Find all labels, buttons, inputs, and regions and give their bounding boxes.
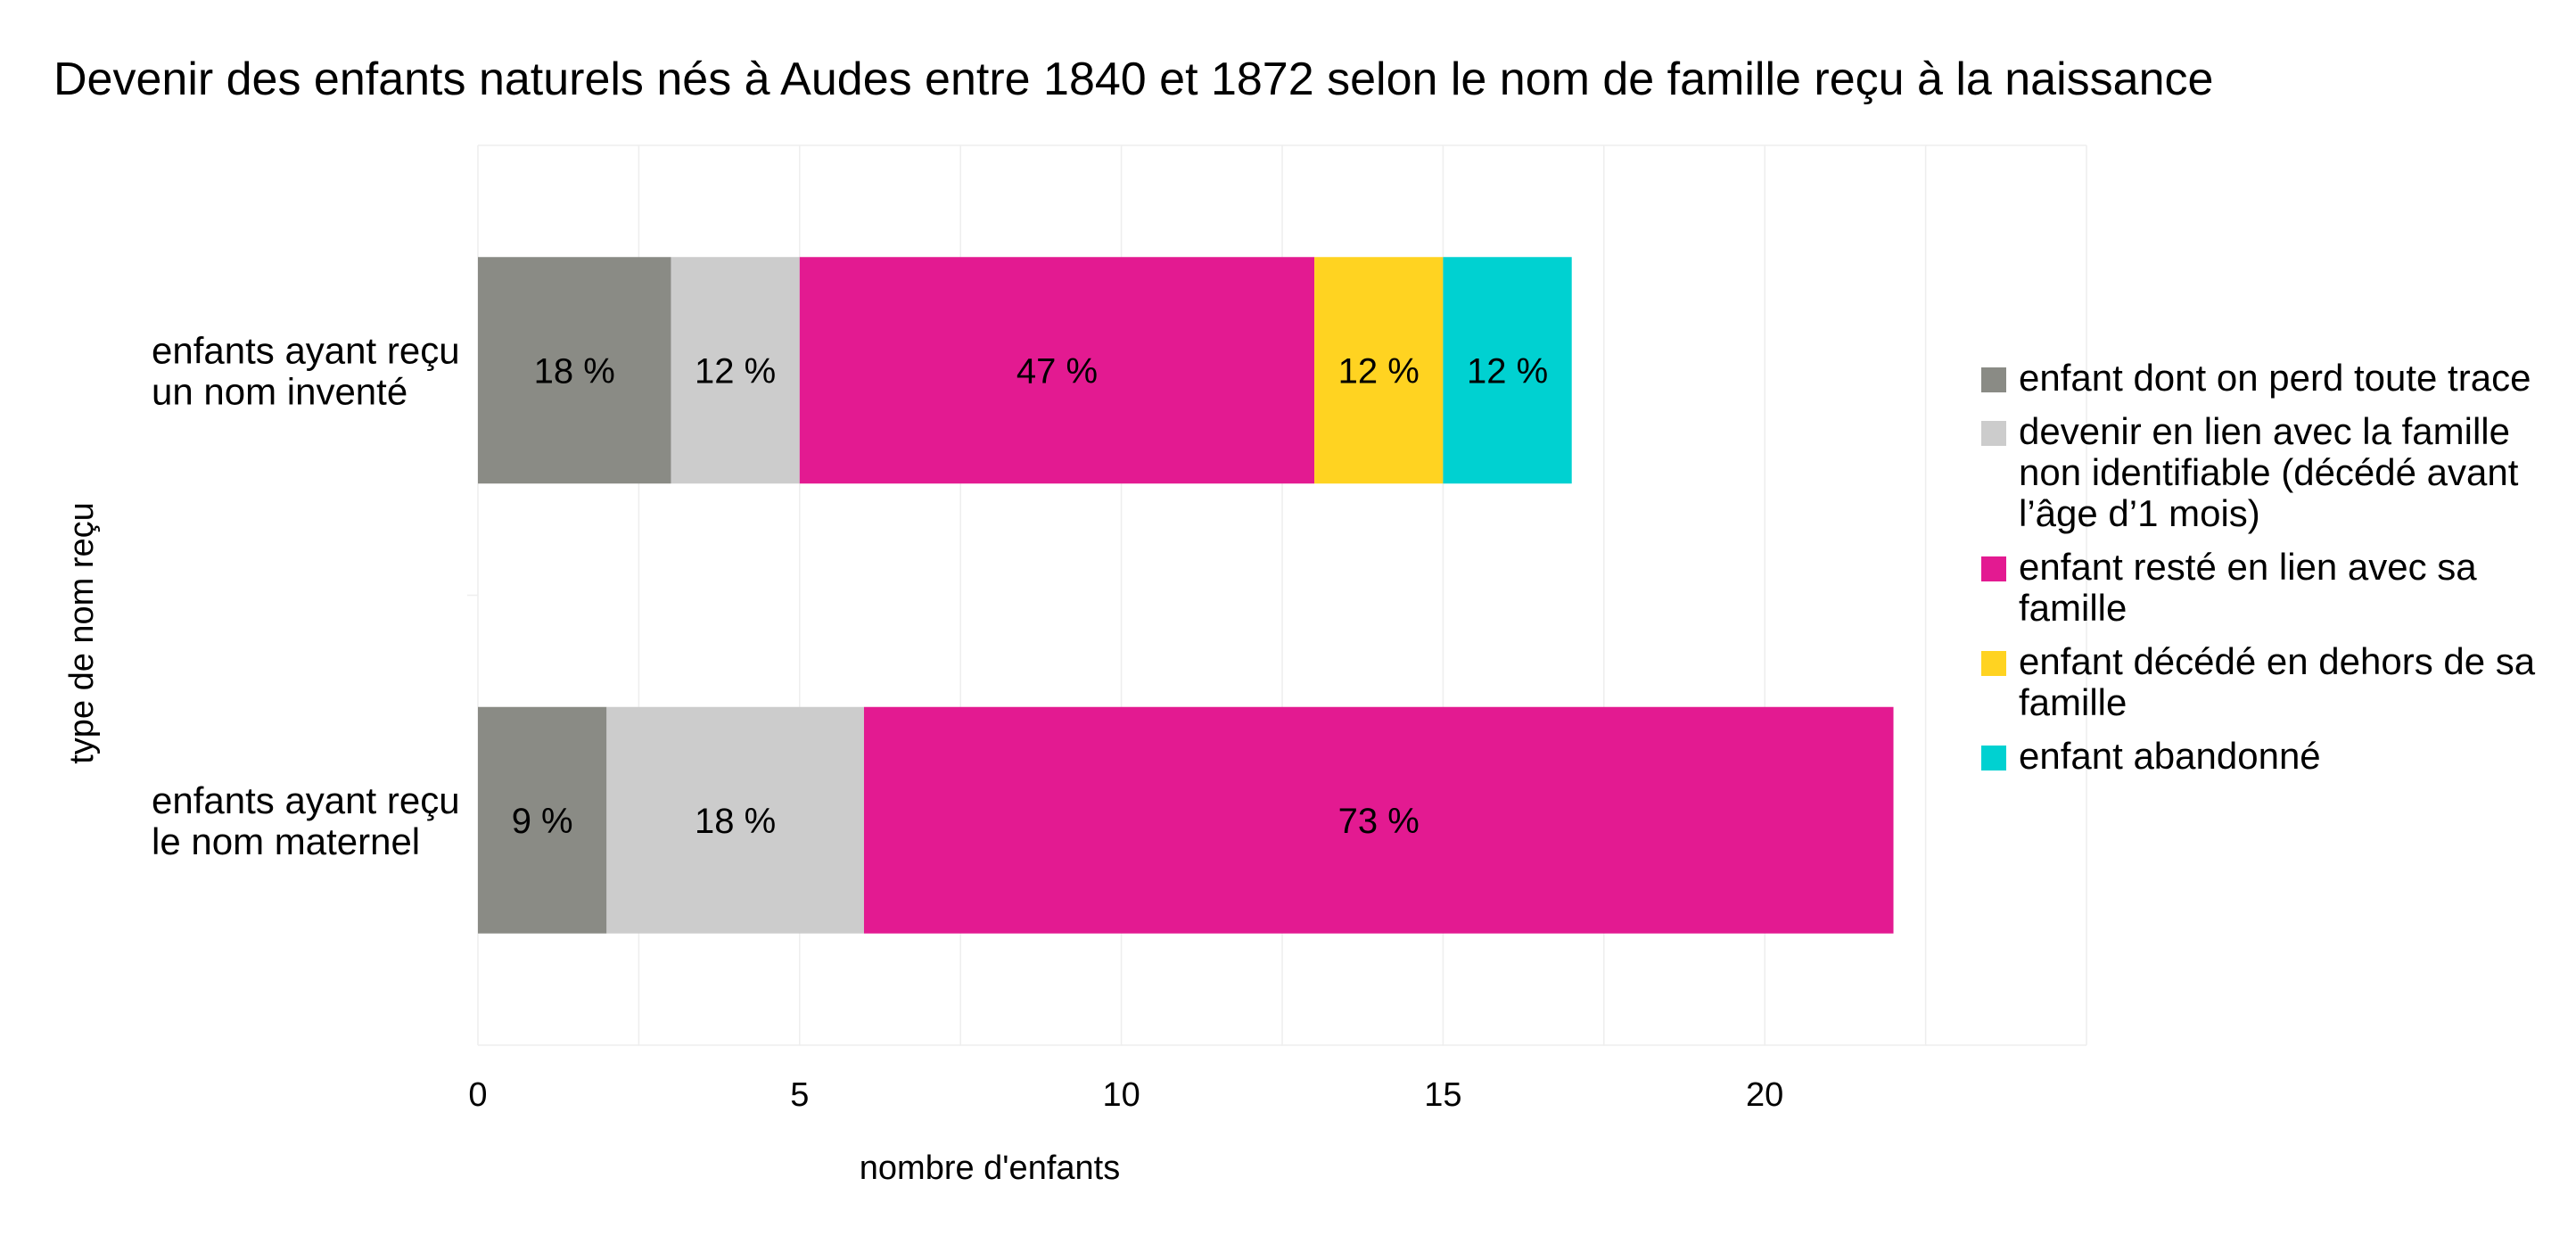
segment-label: 47 % (1016, 351, 1098, 391)
y-axis-title: type de nom reçu (63, 502, 101, 764)
x-axis-ticks: 0 5 10 15 20 (468, 1076, 1783, 1114)
legend-swatch (1981, 367, 2006, 392)
legend-label-line: enfant dont on perd toute trace (2019, 357, 2531, 399)
segment-label: 18 % (695, 802, 776, 841)
legend-label-line: enfant resté en lien avec sa (2019, 546, 2477, 588)
bars: 18 % 12 % 47 % 12 % 12 % 9 % 18 % 73 % (478, 257, 1894, 934)
category-label-line: un nom inventé (152, 370, 407, 412)
legend-label: enfant abandonné (2019, 735, 2321, 777)
bar-segment (478, 706, 607, 934)
x-tick-label: 10 (1102, 1076, 1140, 1114)
legend-label: enfant dont on perd toute trace (2019, 357, 2531, 399)
bar-segment (1314, 257, 1444, 484)
bar-segment (1443, 257, 1572, 484)
legend-swatch (1981, 421, 2006, 446)
legend-label: enfant resté en lien avec sa famille (2019, 546, 2477, 629)
legend-label: enfant décédé en dehors de sa famille (2019, 640, 2536, 723)
category-label-line: le nom maternel (152, 820, 420, 862)
bar-segment (478, 257, 671, 484)
legend-label-line: famille (2019, 587, 2127, 629)
chart-title: Devenir des enfants naturels nés à Audes… (53, 54, 2213, 105)
segment-label: 12 % (695, 351, 776, 391)
bar-segment (606, 706, 864, 934)
x-axis-title: nombre d'enfants (860, 1149, 1120, 1187)
category-label: enfants ayant reçu le nom maternel (152, 779, 460, 862)
segment-label: 73 % (1338, 802, 1420, 841)
legend-label-line: enfant décédé en dehors de sa (2019, 640, 2536, 682)
category-label: enfants ayant reçu un nom inventé (152, 329, 460, 412)
x-tick-label: 20 (1746, 1076, 1783, 1114)
x-tick-label: 5 (790, 1076, 809, 1114)
legend-swatch (1981, 746, 2006, 770)
x-tick-label: 15 (1424, 1076, 1461, 1114)
x-tick-label: 0 (468, 1076, 487, 1114)
segment-label: 12 % (1338, 351, 1420, 391)
legend-label-line: l’âge d’1 mois) (2019, 492, 2260, 534)
legend: enfant dont on perd toute trace devenir e… (1981, 357, 2536, 777)
legend-label-line: famille (2019, 681, 2127, 723)
legend-swatch (1981, 556, 2006, 581)
bar-segment (671, 257, 800, 484)
segment-label: 9 % (512, 802, 573, 841)
category-label-line: enfants ayant reçu (152, 329, 460, 371)
y-axis-categories: enfants ayant reçu un nom inventéenfants … (152, 329, 460, 862)
legend-label: devenir en lien avec la famille non ident… (2019, 410, 2519, 534)
segment-label: 18 % (534, 351, 615, 391)
category-label-line: enfants ayant reçu (152, 779, 460, 821)
segment-label: 12 % (1467, 351, 1548, 391)
legend-swatch (1981, 651, 2006, 676)
legend-label-line: non identifiable (décédé avant (2019, 451, 2519, 493)
bar-segment (799, 257, 1315, 484)
legend-label-line: enfant abandonné (2019, 735, 2321, 777)
bar-segment (863, 706, 1894, 934)
legend-label-line: devenir en lien avec la famille (2019, 410, 2510, 452)
